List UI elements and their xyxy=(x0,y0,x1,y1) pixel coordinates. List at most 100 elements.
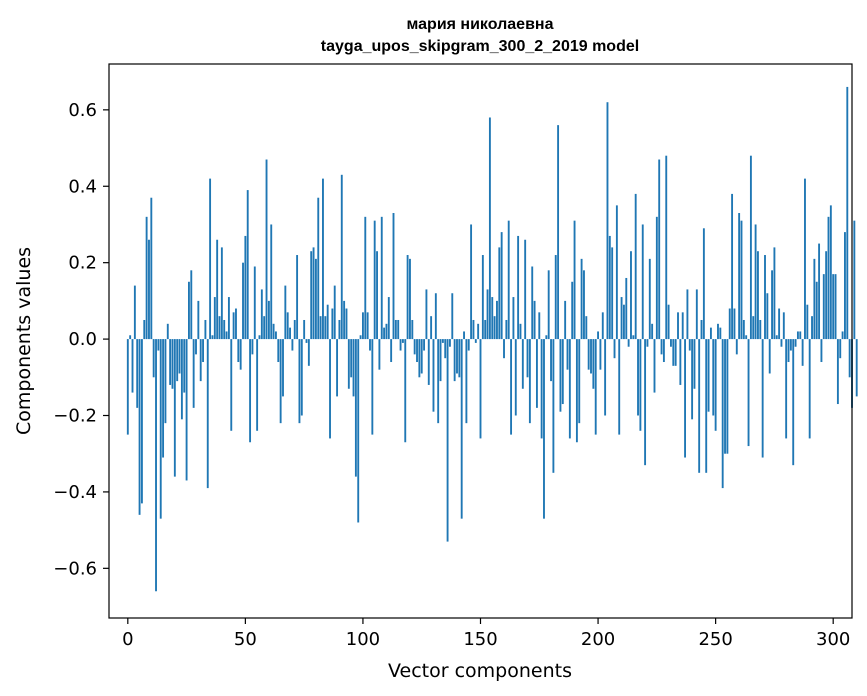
bar xyxy=(439,339,442,382)
bar xyxy=(608,235,611,340)
bar xyxy=(853,220,856,340)
bar xyxy=(761,339,764,458)
bar xyxy=(599,339,602,370)
bar xyxy=(260,289,263,340)
bar xyxy=(235,308,237,340)
bar xyxy=(305,339,308,343)
bar xyxy=(827,216,830,340)
bar xyxy=(658,159,661,340)
bar xyxy=(347,339,350,389)
bar xyxy=(615,205,618,340)
bar xyxy=(568,339,571,439)
bar xyxy=(470,224,473,340)
bar xyxy=(387,297,390,340)
bar xyxy=(742,319,745,340)
x-tick-label: 50 xyxy=(234,629,257,650)
bar xyxy=(383,327,386,340)
bar xyxy=(392,213,395,340)
bar xyxy=(712,339,715,416)
bar xyxy=(622,304,625,340)
bar xyxy=(768,339,771,374)
bar xyxy=(848,339,851,378)
bars-group xyxy=(126,86,858,592)
bar xyxy=(557,125,560,340)
bar xyxy=(594,339,597,435)
bar xyxy=(458,339,461,378)
bar xyxy=(152,339,155,378)
x-tick-label: 0 xyxy=(122,629,133,650)
bar xyxy=(726,339,729,454)
bar xyxy=(345,308,348,340)
bar xyxy=(427,339,430,385)
bar xyxy=(714,339,717,431)
bar xyxy=(540,339,543,439)
bar xyxy=(291,339,294,351)
bar xyxy=(145,216,148,340)
bar xyxy=(317,197,320,340)
bar xyxy=(672,339,675,366)
bar xyxy=(378,339,381,370)
bar xyxy=(227,297,230,340)
bar xyxy=(253,266,256,340)
bar xyxy=(679,339,682,385)
bar xyxy=(300,339,303,416)
bar xyxy=(832,274,835,340)
bar xyxy=(686,289,689,340)
bar xyxy=(220,247,223,340)
bar xyxy=(818,243,821,340)
bar xyxy=(655,216,658,340)
bar xyxy=(256,339,259,431)
bar xyxy=(503,339,505,359)
bar xyxy=(526,339,529,378)
bar xyxy=(794,339,797,347)
bar xyxy=(286,312,289,340)
bar xyxy=(352,339,355,397)
bar xyxy=(822,274,825,340)
bar xyxy=(592,339,595,389)
bar xyxy=(197,300,200,340)
bar xyxy=(815,281,818,340)
bar xyxy=(446,339,449,542)
bar xyxy=(239,339,242,370)
bar xyxy=(510,339,513,435)
bar xyxy=(653,339,656,393)
bar xyxy=(338,319,341,340)
bar xyxy=(178,339,181,374)
bar xyxy=(674,339,677,366)
bar xyxy=(251,339,254,355)
bar xyxy=(637,339,639,416)
bar xyxy=(811,316,813,340)
bar xyxy=(707,339,710,412)
bar xyxy=(493,316,496,340)
x-tick-label: 150 xyxy=(463,629,497,650)
bar xyxy=(651,323,654,340)
plot-frame xyxy=(108,63,853,619)
bar xyxy=(695,289,698,340)
bar xyxy=(566,339,569,370)
bar xyxy=(799,331,802,340)
bar xyxy=(434,293,437,340)
bar xyxy=(314,258,317,340)
bar xyxy=(698,339,701,473)
bar xyxy=(543,339,545,519)
bar xyxy=(740,220,743,340)
bar xyxy=(432,339,435,412)
bar xyxy=(778,308,781,340)
bar xyxy=(359,335,362,340)
bar xyxy=(423,339,426,351)
bar xyxy=(792,339,795,466)
bar xyxy=(343,300,346,340)
bar xyxy=(237,339,240,363)
bar xyxy=(531,266,534,340)
bar xyxy=(491,297,494,340)
x-tick-label: 250 xyxy=(698,629,732,650)
bar xyxy=(648,258,651,340)
bar xyxy=(350,339,353,378)
bar xyxy=(829,205,832,340)
bar xyxy=(505,319,508,340)
bar xyxy=(702,228,705,340)
bar xyxy=(263,316,266,340)
bar xyxy=(333,285,336,340)
bar xyxy=(481,255,484,340)
